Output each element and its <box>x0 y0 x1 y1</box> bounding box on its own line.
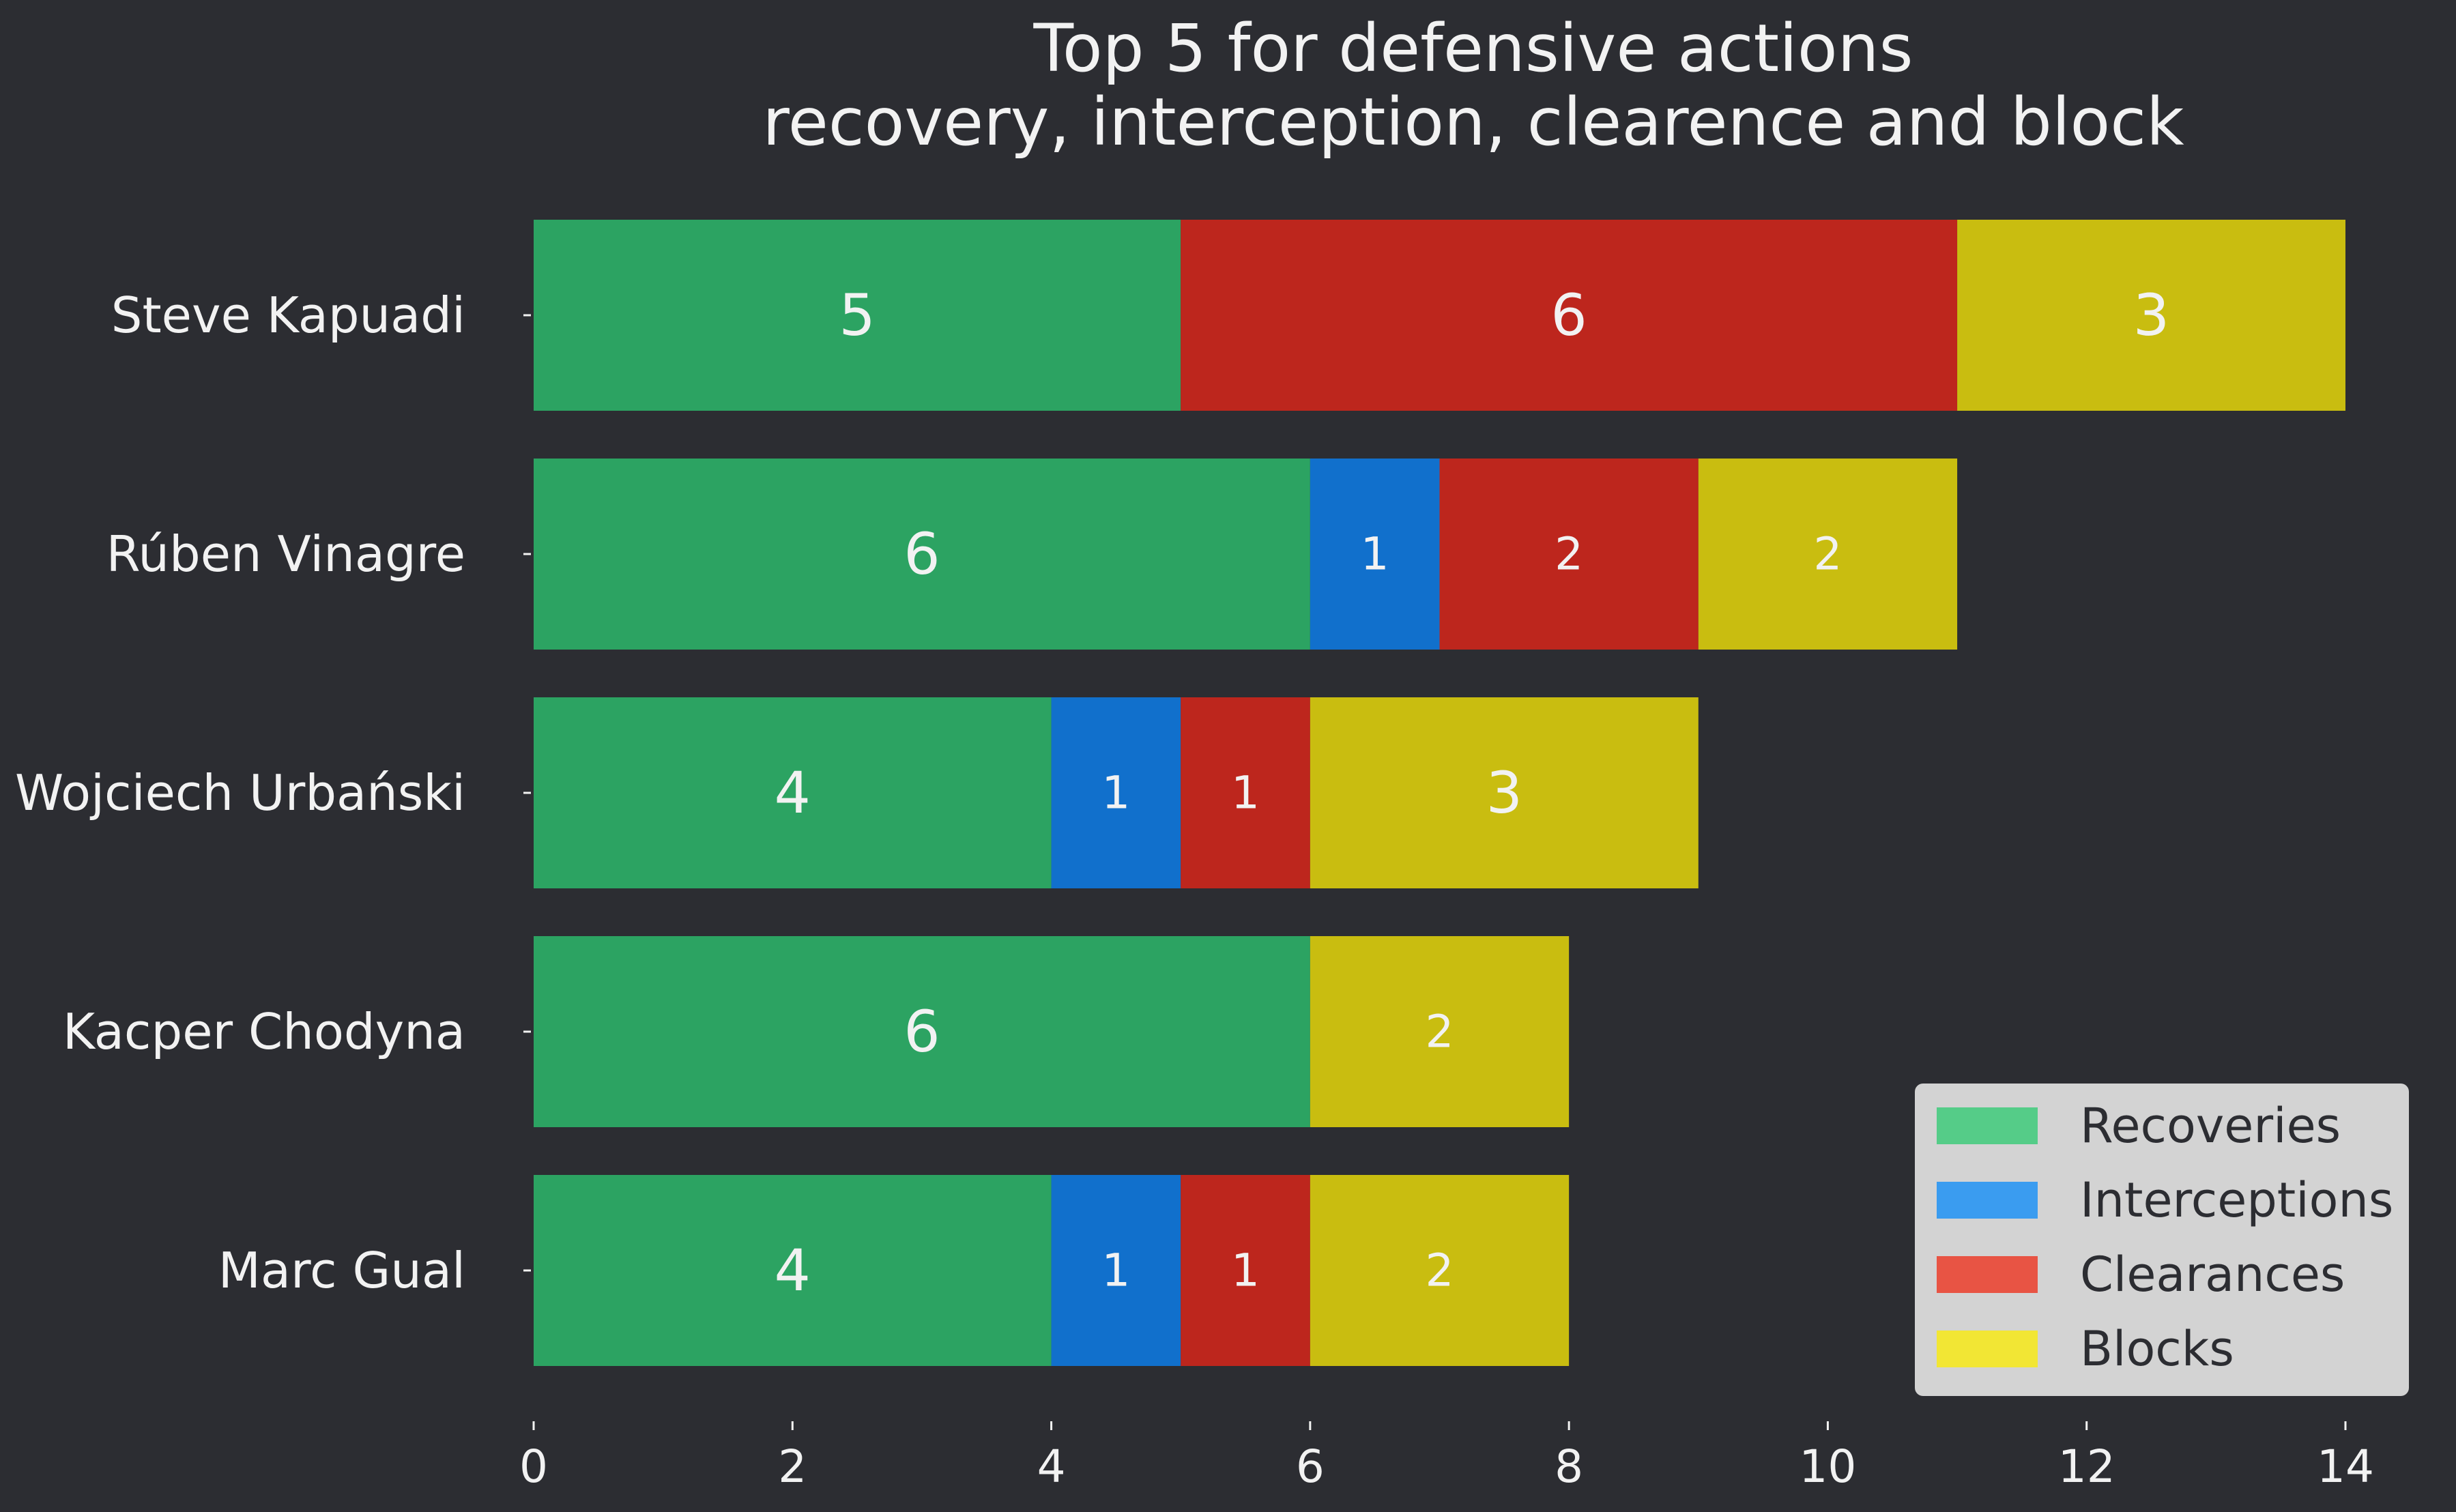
bar-segment <box>1051 697 1181 888</box>
legend-label: Interceptions <box>2080 1172 2393 1228</box>
bars-layer: 5 6 3 6 1 2 2 4 1 1 3 6 2 4 1 1 2 <box>534 220 2345 1366</box>
bar-segment <box>1698 459 1958 650</box>
bar-segment <box>534 220 1181 411</box>
data-label: 3 <box>2133 282 2169 349</box>
data-label: 2 <box>1426 1006 1454 1058</box>
x-tick-label: 0 <box>519 1440 548 1493</box>
y-tick-label: Marc Gual <box>218 1242 465 1299</box>
x-tick-label: 4 <box>1037 1440 1066 1493</box>
data-label: 2 <box>1426 1245 1454 1297</box>
bar-segment <box>1181 1175 1310 1366</box>
legend-swatch <box>1937 1331 2038 1367</box>
x-tick-label: 10 <box>1799 1440 1856 1493</box>
data-label: 6 <box>1550 282 1587 349</box>
y-tick-label: Wojciech Urbański <box>15 764 465 822</box>
data-label: 6 <box>904 998 940 1065</box>
legend-swatch <box>1937 1182 2038 1219</box>
data-label: 1 <box>1101 1245 1130 1297</box>
bar-segment <box>1181 220 1958 411</box>
data-label: 5 <box>839 282 875 349</box>
data-label: 2 <box>1813 528 1842 581</box>
x-tick-label: 8 <box>1555 1440 1583 1493</box>
y-axis: Steve Kapuadi Rúben Vinagre Wojciech Urbań… <box>15 287 531 1299</box>
data-label: 2 <box>1555 528 1583 581</box>
data-label: 1 <box>1361 528 1389 581</box>
bar-segment <box>1310 1175 1570 1366</box>
bar-segment <box>1310 697 1699 888</box>
bar-segment <box>1439 459 1699 650</box>
legend-box <box>1915 1084 2409 1396</box>
legend-label: Recoveries <box>2080 1098 2341 1154</box>
bar-segment <box>534 1175 1052 1366</box>
legend-swatch <box>1937 1256 2038 1293</box>
bar-segment <box>1310 936 1570 1127</box>
data-label: 6 <box>904 521 940 587</box>
chart-title-line-2: recovery, interception, clearence and bl… <box>762 84 2184 160</box>
legend: Recoveries Interceptions Clearances Blocks <box>1915 1084 2409 1396</box>
chart-title-line-1: Top 5 for defensive actions <box>1033 10 1913 87</box>
data-label: 1 <box>1231 767 1260 819</box>
bar-segment <box>1181 697 1310 888</box>
y-tick-label: Kacper Chodyna <box>63 1003 465 1060</box>
x-tick-label: 12 <box>2058 1440 2115 1493</box>
bar-segment <box>534 697 1052 888</box>
legend-label: Blocks <box>2080 1321 2234 1377</box>
y-tick-label: Steve Kapuadi <box>111 287 465 344</box>
data-label: 1 <box>1231 1245 1260 1297</box>
bar-segment <box>534 459 1310 650</box>
data-label: 4 <box>775 1237 811 1304</box>
x-tick-label: 14 <box>2317 1440 2374 1493</box>
bar-segment <box>1051 1175 1181 1366</box>
x-axis: 0 2 4 6 8 10 12 14 <box>519 1421 2374 1493</box>
x-tick-label: 6 <box>1296 1440 1325 1493</box>
data-label: 4 <box>775 759 811 826</box>
bar-segment <box>534 936 1310 1127</box>
bar-segment <box>1310 459 1440 650</box>
legend-label: Clearances <box>2080 1247 2345 1303</box>
data-label: 1 <box>1101 767 1130 819</box>
bar-segment <box>1957 220 2345 411</box>
legend-swatch <box>1937 1107 2038 1144</box>
data-label: 3 <box>1486 759 1522 826</box>
y-tick-label: Rúben Vinagre <box>106 525 465 583</box>
x-tick-label: 2 <box>778 1440 807 1493</box>
